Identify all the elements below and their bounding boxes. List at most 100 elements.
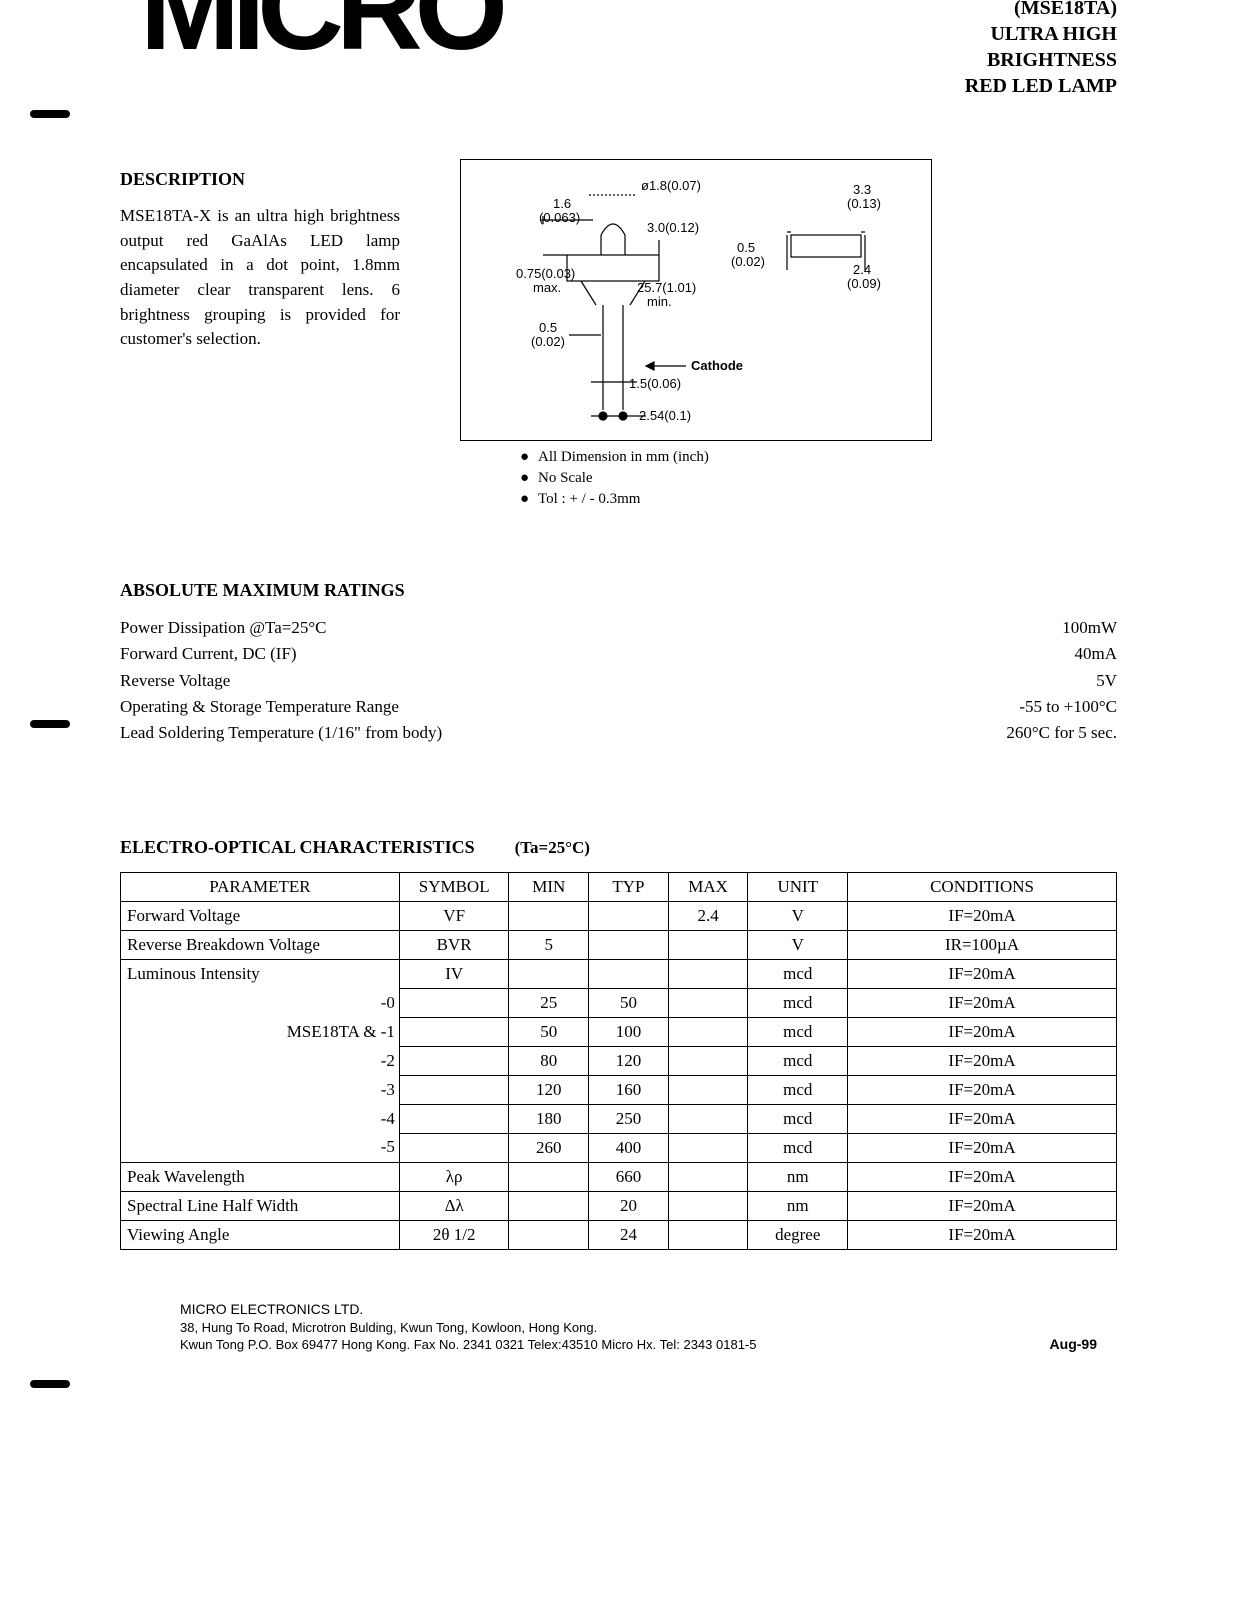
eo-row: Reverse Breakdown VoltageBVR5VIR=100µA <box>121 930 1117 959</box>
diagram-note: Tol : + / - 0.3mm <box>538 491 640 507</box>
eo-min: 5 <box>509 930 589 959</box>
eo-typ: 50 <box>589 988 669 1017</box>
eo-typ: 160 <box>589 1075 669 1104</box>
title-line: BRIGHTNESS <box>965 47 1117 73</box>
eo-cond: IF=20mA <box>848 1017 1117 1046</box>
eo-symbol <box>399 1133 509 1162</box>
dim-label: min. <box>647 294 672 309</box>
eo-column-header: MIN <box>509 872 589 901</box>
ratings-row: Operating & Storage Temperature Range -55… <box>120 694 1117 720</box>
description-body: MSE18TA-X is an ultra high brightness ou… <box>120 204 400 352</box>
eo-typ: 24 <box>589 1220 669 1249</box>
cathode-label: Cathode <box>691 358 743 373</box>
ratings-row: Forward Current, DC (IF) 40mA <box>120 641 1117 667</box>
ratings-label: Forward Current, DC (IF) <box>120 641 297 667</box>
eo-row: Forward VoltageVF2.4VIF=20mA <box>121 901 1117 930</box>
eo-condition: (Ta=25°C) <box>515 838 590 858</box>
eo-cond: IR=100µA <box>848 930 1117 959</box>
eo-cond: IF=20mA <box>848 1133 1117 1162</box>
eo-symbol: λρ <box>399 1162 509 1191</box>
product-title: (MSE18TA) ULTRA HIGH BRIGHTNESS RED LED … <box>965 0 1117 99</box>
eo-cond: IF=20mA <box>848 1104 1117 1133</box>
eo-typ <box>589 901 669 930</box>
dim-label: 1.5(0.06) <box>629 376 681 391</box>
eo-typ: 660 <box>589 1162 669 1191</box>
eo-typ: 20 <box>589 1191 669 1220</box>
eo-cond: IF=20mA <box>848 1191 1117 1220</box>
eo-column-header: MAX <box>668 872 748 901</box>
footer-address: 38, Hung To Road, Microtron Bulding, Kwu… <box>180 1319 756 1337</box>
eo-cond: IF=20mA <box>848 1220 1117 1249</box>
eo-typ: 100 <box>589 1017 669 1046</box>
ratings-value: 40mA <box>1075 641 1118 667</box>
eo-row: Peak Wavelengthλρ660nmIF=20mA <box>121 1162 1117 1191</box>
eo-max <box>668 1017 748 1046</box>
dim-label: 1.6 <box>553 196 571 211</box>
dim-label: (0.02) <box>731 254 765 269</box>
eo-param: -3 <box>121 1075 400 1104</box>
eo-symbol: IV <box>399 959 509 988</box>
eo-column-header: SYMBOL <box>399 872 509 901</box>
diagram-note: All Dimension in mm (inch) <box>538 449 709 465</box>
eo-max <box>668 1191 748 1220</box>
footer: MICRO ELECTRONICS LTD. 38, Hung To Road,… <box>180 1300 1117 1354</box>
eo-column-header: UNIT <box>748 872 848 901</box>
eo-param: Viewing Angle <box>121 1220 400 1249</box>
ratings-value: 260°C for 5 sec. <box>1006 720 1117 746</box>
eo-param: Peak Wavelength <box>121 1162 400 1191</box>
eo-cond: IF=20mA <box>848 1046 1117 1075</box>
eo-row: -3120160mcdIF=20mA <box>121 1075 1117 1104</box>
eo-max: 2.4 <box>668 901 748 930</box>
eo-typ: 120 <box>589 1046 669 1075</box>
eo-unit: degree <box>748 1220 848 1249</box>
eo-typ: 400 <box>589 1133 669 1162</box>
eo-unit: mcd <box>748 1133 848 1162</box>
title-line: ULTRA HIGH <box>965 21 1117 47</box>
eo-cond: IF=20mA <box>848 1162 1117 1191</box>
description-column: DESCRIPTION MSE18TA-X is an ultra high b… <box>120 159 400 352</box>
dim-label: 0.5 <box>737 240 755 255</box>
title-line: RED LED LAMP <box>965 73 1117 99</box>
eo-min: 180 <box>509 1104 589 1133</box>
eo-min <box>509 1162 589 1191</box>
brand-logo: MICRO <box>140 0 500 56</box>
eo-max <box>668 1075 748 1104</box>
ratings-heading: ABSOLUTE MAXIMUM RATINGS <box>120 580 1117 601</box>
eo-row: MSE18TA & -150100mcdIF=20mA <box>121 1017 1117 1046</box>
eo-param: -0 <box>121 988 400 1017</box>
eo-unit: V <box>748 930 848 959</box>
dim-label: 0.5 <box>539 320 557 335</box>
header: MICRO (MSE18TA) ULTRA HIGH BRIGHTNESS RE… <box>120 0 1117 99</box>
eo-symbol <box>399 1017 509 1046</box>
dim-label: max. <box>533 280 561 295</box>
eo-max <box>668 1133 748 1162</box>
dim-label: (0.02) <box>531 334 565 349</box>
eo-symbol <box>399 988 509 1017</box>
ratings-label: Operating & Storage Temperature Range <box>120 694 399 720</box>
eo-min: 80 <box>509 1046 589 1075</box>
eo-row: -4180250mcdIF=20mA <box>121 1104 1117 1133</box>
description-heading: DESCRIPTION <box>120 169 400 190</box>
eo-symbol: Δλ <box>399 1191 509 1220</box>
eo-param: -5 <box>121 1133 400 1162</box>
eo-param: Forward Voltage <box>121 901 400 930</box>
eo-row: -02550mcdIF=20mA <box>121 988 1117 1017</box>
dim-label: ø1.8(0.07) <box>641 178 701 193</box>
eo-max <box>668 1104 748 1133</box>
eo-unit: mcd <box>748 1046 848 1075</box>
dim-label: 25.7(1.01) <box>637 280 696 295</box>
eo-max <box>668 1162 748 1191</box>
eo-symbol <box>399 1104 509 1133</box>
eo-symbol <box>399 1046 509 1075</box>
dim-label: (0.063) <box>539 210 580 225</box>
eo-heading: ELECTRO-OPTICAL CHARACTERISTICS <box>120 837 475 858</box>
eo-unit: V <box>748 901 848 930</box>
eo-min <box>509 1220 589 1249</box>
ratings-value: -55 to +100°C <box>1019 694 1117 720</box>
eo-symbol: BVR <box>399 930 509 959</box>
dim-label: 3.0(0.12) <box>647 220 699 235</box>
ratings-label: Lead Soldering Temperature (1/16" from b… <box>120 720 442 746</box>
eo-param: -4 <box>121 1104 400 1133</box>
ratings-row: Power Dissipation @Ta=25°C100mW <box>120 615 1117 641</box>
eo-max <box>668 1046 748 1075</box>
